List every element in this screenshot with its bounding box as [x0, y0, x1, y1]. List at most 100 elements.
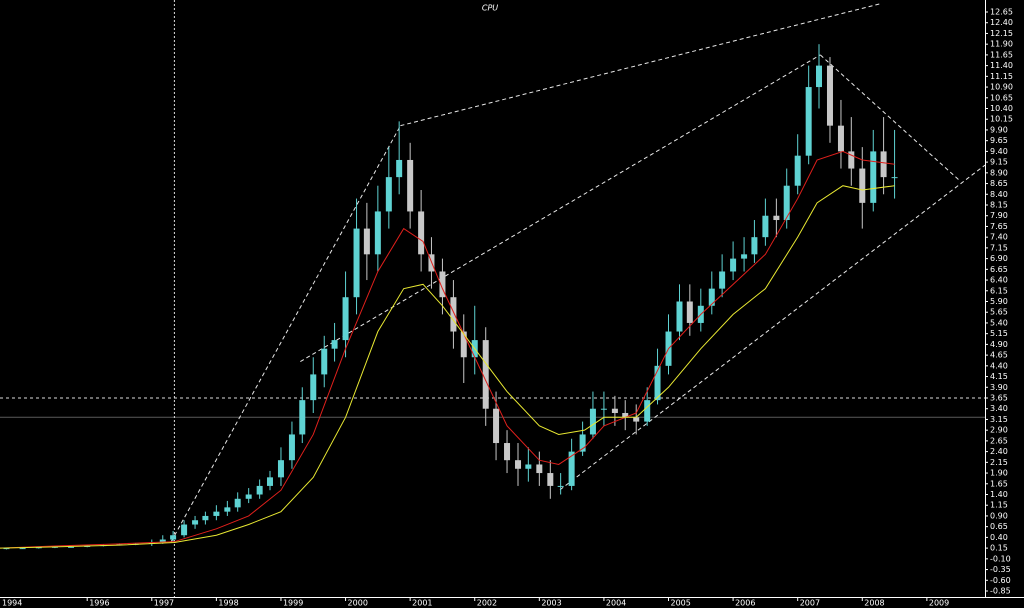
- y-tick-label: 10.40: [990, 104, 1013, 113]
- y-tick-label: 7.15: [990, 243, 1008, 252]
- y-tick-label: 10.65: [990, 93, 1013, 102]
- candle-body: [504, 443, 511, 461]
- candle-body: [256, 485, 263, 495]
- candle-body: [310, 374, 317, 401]
- candle-body: [493, 408, 500, 444]
- candle-body: [363, 228, 370, 255]
- candle-body: [654, 365, 661, 401]
- y-tick-label: 2.40: [990, 447, 1008, 456]
- candle-body: [202, 515, 209, 521]
- y-tick-label: 8.40: [990, 190, 1008, 199]
- candle-body: [277, 460, 284, 478]
- candle-body: [686, 301, 693, 323]
- x-tick-label: 2000: [348, 599, 368, 608]
- x-tick-label: 1994: [2, 599, 22, 608]
- candle-body: [374, 211, 381, 255]
- y-tick-label: 4.65: [990, 351, 1008, 360]
- x-tick-label: 2008: [864, 599, 884, 608]
- candle-body: [418, 211, 425, 255]
- trendline: [819, 54, 960, 181]
- y-tick-label: 6.15: [990, 286, 1008, 295]
- y-tick-label: 10.15: [990, 115, 1013, 124]
- candle-body: [321, 348, 328, 375]
- candle-body: [611, 408, 618, 414]
- x-tick-label: 1998: [218, 599, 238, 608]
- y-tick-label: 0.65: [990, 522, 1008, 531]
- candle-body: [515, 460, 522, 469]
- y-tick-label: 11.90: [990, 40, 1013, 49]
- candle-body: [783, 185, 790, 221]
- candle-body: [482, 340, 489, 409]
- trendline: [170, 125, 401, 542]
- x-tick-label: 1996: [89, 599, 109, 608]
- candle-body: [719, 271, 726, 289]
- y-tick-label: 1.90: [990, 469, 1008, 478]
- candle-body: [644, 400, 651, 422]
- candle-body: [159, 539, 166, 543]
- y-tick-label: -0.60: [990, 576, 1011, 585]
- candle-body: [794, 155, 801, 186]
- candle-body: [68, 546, 75, 548]
- candle-body: [407, 159, 414, 212]
- y-tick-label: 9.15: [990, 158, 1008, 167]
- y-tick-label: 6.40: [990, 276, 1008, 285]
- y-tick-label: 7.90: [990, 211, 1008, 220]
- candle-body: [245, 494, 252, 499]
- y-tick-label: 2.15: [990, 458, 1008, 467]
- candle-body: [730, 258, 737, 272]
- candle-body: [224, 507, 231, 512]
- candle-body: [762, 215, 769, 238]
- y-tick-label: 11.15: [990, 72, 1013, 81]
- candle-body: [396, 159, 403, 178]
- y-tick-label: 6.65: [990, 265, 1008, 274]
- y-tick-label: 5.15: [990, 329, 1008, 338]
- y-tick-label: 1.40: [990, 490, 1008, 499]
- candle-body: [880, 151, 887, 178]
- y-tick-label: 12.65: [990, 8, 1013, 17]
- y-tick-label: 9.90: [990, 125, 1008, 134]
- candle-body: [170, 535, 177, 540]
- y-tick-label: 3.65: [990, 394, 1008, 403]
- candle-body: [773, 215, 780, 221]
- candle-body: [439, 271, 446, 298]
- chart-title: CPU: [482, 4, 498, 13]
- overlay-line: [0, 150, 895, 549]
- trendline: [300, 54, 821, 362]
- x-tick-label: 2005: [671, 599, 691, 608]
- candle-body: [450, 297, 457, 332]
- y-tick-label: 9.65: [990, 136, 1008, 145]
- candle-body: [385, 177, 392, 212]
- candle-body: [536, 464, 543, 474]
- y-tick-label: 12.40: [990, 18, 1013, 27]
- y-tick-label: 0.90: [990, 511, 1008, 520]
- y-tick-label: 7.40: [990, 233, 1008, 242]
- candle-body: [234, 498, 241, 508]
- candle-body: [547, 473, 554, 486]
- y-tick-label: 10.90: [990, 83, 1013, 92]
- candle-body: [266, 477, 273, 486]
- candle-body: [181, 524, 188, 536]
- y-tick-label: 7.65: [990, 222, 1008, 231]
- candle-body: [331, 340, 338, 349]
- candle-body: [568, 451, 575, 486]
- trendline: [400, 2, 882, 127]
- y-tick-label: 3.15: [990, 415, 1008, 424]
- x-tick-label: 2006: [735, 599, 755, 608]
- candle-body: [460, 331, 467, 358]
- candle-body: [35, 547, 42, 549]
- x-tick-label: 2007: [800, 599, 820, 608]
- candle-body: [589, 408, 596, 435]
- y-tick-label: 3.90: [990, 383, 1008, 392]
- y-tick-label: 2.90: [990, 426, 1008, 435]
- candle-body: [891, 177, 898, 179]
- candle-body: [826, 65, 833, 126]
- candle-body: [525, 464, 532, 469]
- y-tick-label: 4.15: [990, 372, 1008, 381]
- y-tick-label: 11.65: [990, 50, 1013, 59]
- x-tick-label: 2004: [606, 599, 626, 608]
- x-tick-label: 2002: [477, 599, 497, 608]
- y-tick-label: 8.15: [990, 201, 1008, 210]
- x-tick-label: 2001: [412, 599, 432, 608]
- y-tick-label: -0.85: [990, 586, 1011, 595]
